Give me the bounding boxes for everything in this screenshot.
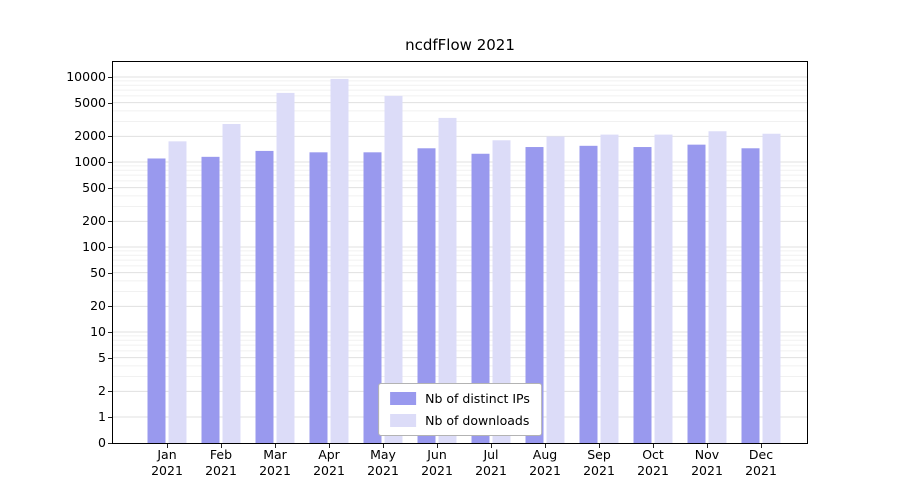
y-tick-label: 2	[98, 383, 106, 399]
bar-distinct-ips-mar	[255, 150, 274, 443]
bar-downloads-apr	[330, 78, 349, 443]
x-tick-month: Jul	[483, 447, 499, 462]
bar-downloads-dec	[762, 133, 781, 443]
bar-downloads-mar	[276, 92, 295, 443]
legend-swatch-downloads	[390, 414, 417, 427]
x-tick-label: Oct 2021	[623, 447, 683, 479]
x-tick-label: Apr 2021	[299, 447, 359, 479]
x-tick-label: Sep 2021	[569, 447, 629, 479]
y-tick-label: 100	[82, 239, 106, 254]
bar-distinct-ips-jun	[417, 148, 436, 443]
x-tick-month: Aug	[532, 447, 558, 462]
x-tick-year: 2021	[313, 463, 345, 478]
x-tick-year: 2021	[529, 463, 561, 478]
bar-distinct-ips-nov	[687, 144, 706, 443]
x-tick-month: Apr	[318, 447, 340, 462]
x-tick-label: Mar 2021	[245, 447, 305, 479]
y-tick-label: 10000	[66, 69, 106, 84]
bar-downloads-jun	[438, 117, 457, 443]
x-tick-year: 2021	[475, 463, 507, 478]
x-tick-month: Oct	[642, 447, 664, 462]
x-tick-label: Dec 2021	[731, 447, 791, 479]
x-tick-year: 2021	[151, 463, 183, 478]
legend-label-downloads: Nb of downloads	[425, 413, 530, 428]
y-tick-label: 0	[98, 435, 106, 450]
x-tick-year: 2021	[259, 463, 291, 478]
bar-distinct-ips-dec	[741, 148, 760, 443]
bar-downloads-jul	[492, 140, 511, 443]
bar-downloads-sep	[600, 134, 619, 443]
bar-distinct-ips-feb	[201, 156, 220, 443]
x-tick-label: Nov 2021	[677, 447, 737, 479]
x-tick-month: Nov	[694, 447, 720, 462]
x-tick-label: Jun 2021	[407, 447, 467, 479]
y-tick-label: 500	[82, 179, 106, 195]
x-tick-year: 2021	[421, 463, 453, 478]
x-tick-label: Jan 2021	[137, 447, 197, 479]
x-tick-month: Mar	[263, 447, 287, 462]
x-tick-year: 2021	[583, 463, 615, 478]
x-tick-month: Sep	[587, 447, 611, 462]
x-tick-label: May 2021	[353, 447, 413, 479]
x-tick-month: May	[370, 447, 396, 462]
x-tick-year: 2021	[367, 463, 399, 478]
bar-downloads-feb	[222, 123, 241, 443]
plot-canvas	[113, 76, 807, 443]
bar-distinct-ips-aug	[525, 147, 544, 443]
y-tick-label: 200	[82, 213, 106, 229]
x-tick-year: 2021	[745, 463, 777, 478]
x-tick-year: 2021	[691, 463, 723, 478]
legend-swatch-distinct-ips	[390, 392, 417, 405]
x-tick-year: 2021	[637, 463, 669, 478]
bar-downloads-may	[384, 95, 403, 443]
y-tick-label: 50	[90, 264, 106, 280]
x-tick-month: Jan	[157, 447, 177, 462]
bar-distinct-ips-may	[363, 152, 382, 443]
y-tick-label: 20	[90, 298, 106, 314]
chart-title: ncdfFlow 2021	[405, 36, 515, 54]
x-tick-month: Jun	[427, 447, 447, 462]
legend-item-downloads: Nb of downloads	[390, 413, 530, 428]
plot-area: Nb of distinct IPs Nb of downloads	[112, 61, 808, 444]
legend-label-distinct-ips: Nb of distinct IPs	[425, 391, 530, 406]
legend: Nb of distinct IPs Nb of downloads	[378, 383, 542, 436]
x-tick-label: Jul 2021	[461, 447, 521, 479]
y-tick-label: 5000	[74, 94, 106, 110]
y-tick-label: 2000	[74, 128, 106, 144]
y-tick-label: 10	[90, 324, 106, 339]
bar-distinct-ips-jul	[471, 153, 490, 443]
y-tick-label: 1000	[74, 154, 106, 169]
bar-downloads-oct	[654, 134, 673, 443]
bar-downloads-jan	[168, 141, 187, 443]
bar-distinct-ips-apr	[309, 152, 328, 443]
bar-downloads-aug	[546, 136, 565, 443]
x-tick-month: Feb	[209, 447, 233, 462]
y-tick-label: 1	[98, 409, 106, 424]
y-axis-tick-labels: 0 1 2 5 10 20 50 100 200 500 1000 2000 5000 10000	[0, 62, 106, 450]
bar-distinct-ips-oct	[633, 147, 652, 443]
x-axis-tick-labels: Jan 2021 Feb 2021 Mar 2021 Apr 2021 May 2021 Jun 20…	[113, 447, 807, 487]
y-tick-label: 5	[98, 349, 106, 365]
x-tick-year: 2021	[205, 463, 237, 478]
legend-item-distinct-ips: Nb of distinct IPs	[390, 391, 530, 406]
x-tick-label: Aug 2021	[515, 447, 575, 479]
x-tick-month: Dec	[748, 447, 774, 462]
bar-distinct-ips-jan	[147, 158, 166, 443]
x-tick-label: Feb 2021	[191, 447, 251, 479]
bar-downloads-nov	[708, 131, 727, 443]
bar-distinct-ips-sep	[579, 145, 598, 443]
